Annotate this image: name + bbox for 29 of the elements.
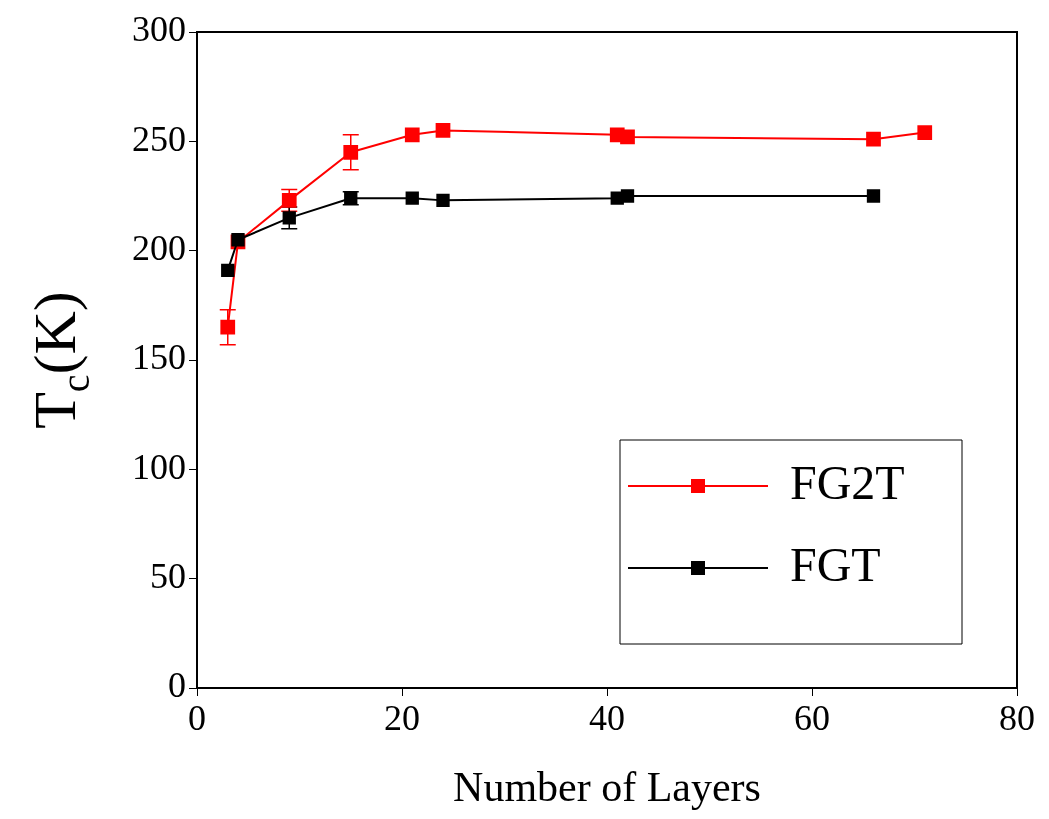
point [281,193,297,208]
point [620,189,635,203]
x-tick-label: 60 [794,698,830,739]
y-tick-label: 0 [168,665,186,706]
legend-label: FG2T [790,455,905,509]
point [221,263,235,277]
point [436,193,450,208]
point [405,191,419,205]
y-tick-label: 300 [132,9,186,50]
point [343,144,359,160]
legend-label: FGT [790,537,881,591]
x-tick-label: 40 [589,698,625,739]
point [404,127,420,143]
x-axis-title: Number of Layers [453,763,761,810]
y-tick-label: 250 [132,118,186,159]
point [866,131,881,147]
x-tick-label: 80 [999,698,1035,739]
point [282,211,296,225]
y-tick-label: 50 [150,556,186,597]
x-tick-label: 20 [384,698,420,739]
y-tick-label: 200 [132,228,186,269]
point [866,189,881,203]
y-tick-label: 100 [132,446,186,487]
y-axis-title: Tc(K) [22,291,98,429]
point [917,125,933,140]
y-tick-label: 150 [132,337,186,378]
point [435,123,451,138]
point [620,129,635,145]
point [220,319,236,335]
